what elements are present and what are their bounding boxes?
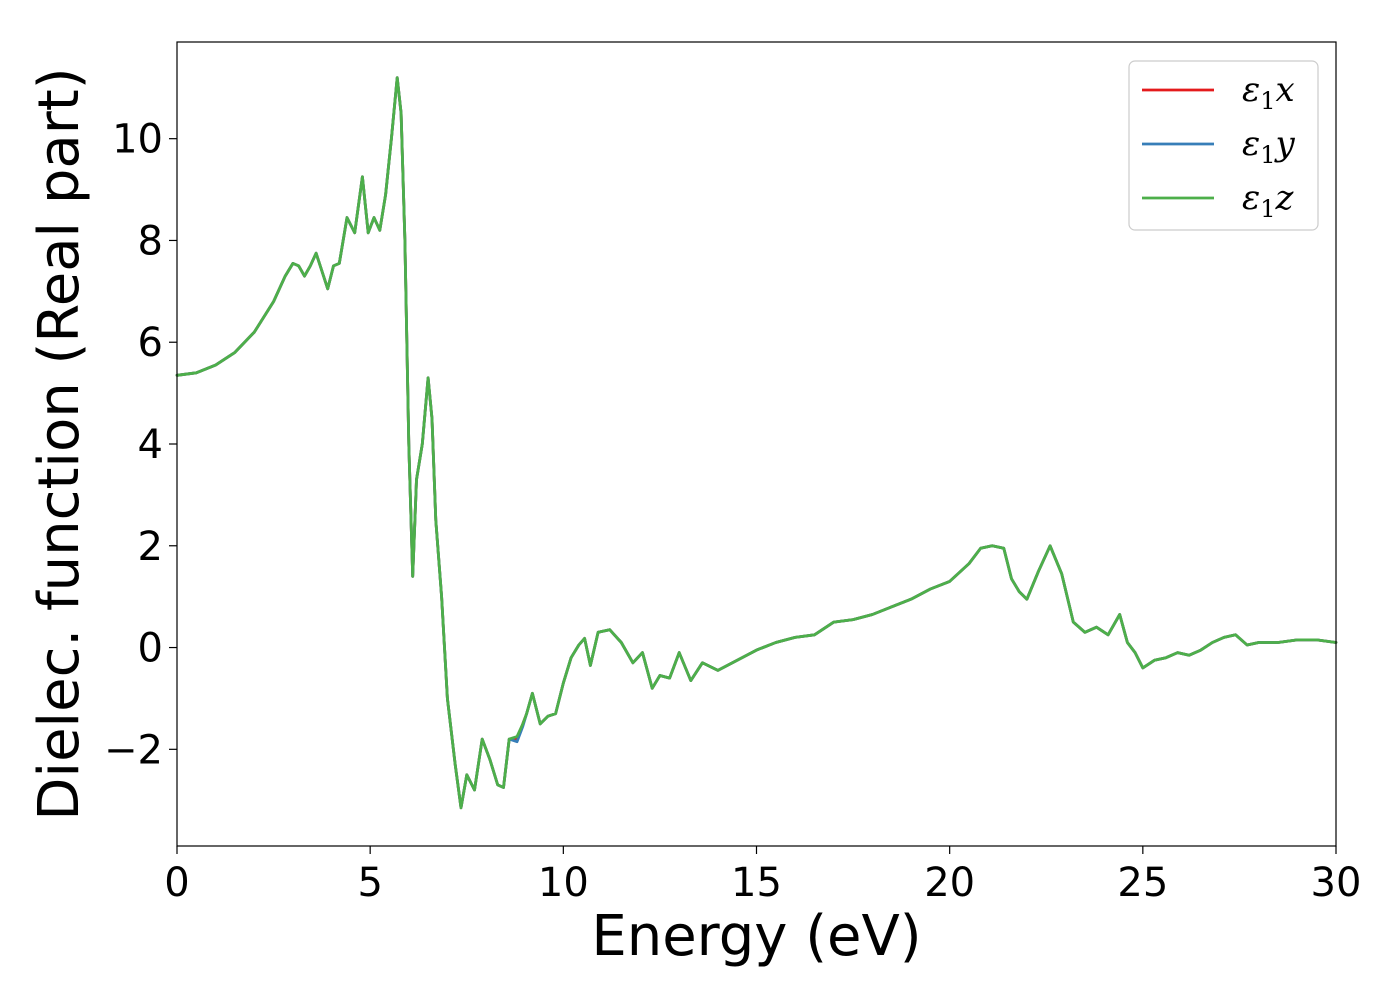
series-line-z: [175, 76, 1338, 810]
y-tick-label: 2: [138, 524, 163, 570]
legend-box: [1128, 60, 1319, 231]
y-axis-title: Dielec. function (Real part): [27, 67, 92, 820]
x-tick-label: 20: [924, 860, 975, 906]
x-tick-label: 15: [731, 860, 782, 906]
x-tick-label: 30: [1311, 860, 1362, 906]
x-tick-label: 10: [538, 860, 589, 906]
y-tick-label: −2: [104, 727, 163, 773]
y-axis: −2 0 2 4 6 8 10: [104, 117, 177, 773]
x-axis-title: Energy (eV): [591, 904, 921, 969]
y-tick-label: 10: [112, 117, 163, 163]
y-tick-label: 6: [138, 320, 163, 366]
legend-label-x: ε1x: [1242, 70, 1295, 115]
x-axis: 0 5 10 15 20 25 30: [164, 846, 1361, 906]
legend: ε1x ε1y ε1z: [1128, 60, 1319, 231]
legend-label-z: ε1z: [1242, 178, 1295, 223]
y-tick-label: 8: [138, 218, 163, 264]
legend-label-y: ε1y: [1242, 124, 1296, 169]
x-tick-label: 0: [164, 860, 189, 906]
y-tick-label: 0: [138, 626, 163, 672]
series-layer: [175, 76, 1338, 810]
y-tick-label: 4: [138, 422, 163, 468]
x-tick-label: 5: [357, 860, 382, 906]
x-tick-label: 25: [1117, 860, 1168, 906]
